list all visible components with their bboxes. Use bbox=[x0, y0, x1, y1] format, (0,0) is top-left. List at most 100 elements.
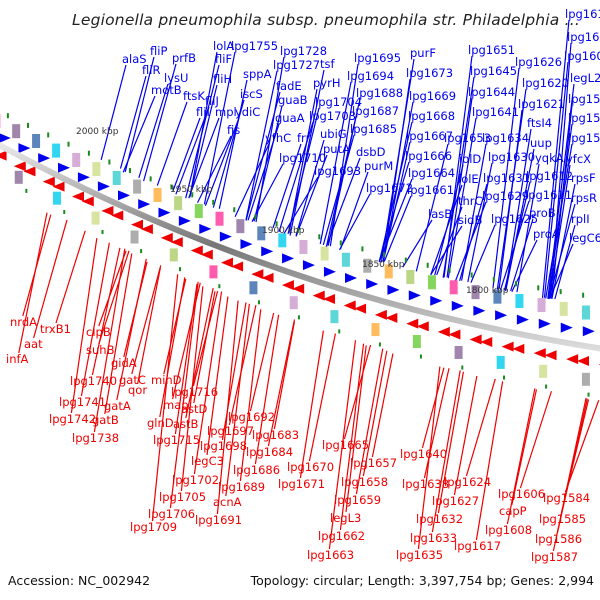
forward-gene-arrow bbox=[261, 246, 274, 257]
marker-dot bbox=[149, 176, 152, 182]
marker-dot bbox=[503, 375, 506, 380]
gene-label-reverse: lpg1670 bbox=[287, 460, 334, 474]
gene-label-forward: iscS bbox=[240, 87, 263, 101]
label-leader-line bbox=[91, 247, 121, 376]
marker-dot bbox=[212, 199, 215, 205]
reverse-gene-arrow bbox=[170, 237, 183, 248]
forward-gene-arrow bbox=[366, 279, 379, 290]
label-leader-line bbox=[204, 117, 240, 206]
label-leader-line bbox=[98, 250, 130, 345]
gene-label-reverse: trxB1 bbox=[40, 322, 71, 336]
gene-label-forward: purF bbox=[410, 46, 436, 60]
gene-label-forward: ydiC bbox=[235, 105, 260, 119]
cog-block bbox=[174, 196, 183, 211]
gene-label-forward: lpg1727 bbox=[273, 58, 320, 72]
gene-label-forward: iolE bbox=[458, 172, 479, 186]
cog-block bbox=[52, 191, 61, 205]
label-leader-line bbox=[436, 206, 463, 276]
marker-dot bbox=[25, 188, 28, 193]
label-leader-line bbox=[247, 123, 280, 221]
gene-label-reverse: gatA bbox=[104, 399, 131, 413]
reverse-gene-arrow bbox=[281, 280, 294, 291]
cog-block bbox=[581, 372, 590, 386]
gene-label-reverse: qor bbox=[128, 383, 147, 397]
label-leader-line bbox=[355, 348, 384, 495]
gene-label-forward: lpg1644 bbox=[468, 85, 515, 99]
gene-label-reverse: lpg1632 bbox=[416, 512, 463, 526]
label-leader-line bbox=[430, 225, 463, 276]
marker-dot bbox=[87, 150, 90, 156]
label-leader-line bbox=[185, 287, 214, 419]
gene-label-reverse: legL3 bbox=[330, 511, 361, 525]
reverse-gene-arrow bbox=[190, 245, 203, 256]
label-leader-line bbox=[253, 105, 283, 222]
forward-gene-arrow bbox=[560, 322, 573, 333]
gene-label-reverse: gatC bbox=[119, 373, 146, 387]
gene-label-forward: lpg1645 bbox=[470, 64, 517, 78]
reverse-label-lines bbox=[18, 212, 600, 552]
gene-label-forward: lpg1626 bbox=[515, 55, 562, 69]
gene-label-reverse: infA bbox=[6, 352, 29, 366]
scale-tick-label: 2000 kbp bbox=[76, 127, 119, 137]
label-leader-line bbox=[228, 305, 257, 426]
scale-tick-label: 1950 kbp bbox=[170, 185, 213, 195]
gene-label-reverse: lpg1638 bbox=[402, 477, 449, 491]
gene-label-reverse: lpg1663 bbox=[307, 548, 354, 562]
gene-label-forward: lpg1704 bbox=[315, 95, 362, 109]
feature-tracks bbox=[0, 113, 600, 397]
label-leader-line bbox=[283, 176, 319, 234]
label-leader-line bbox=[174, 283, 198, 435]
gene-label-forward: lasB bbox=[428, 207, 452, 221]
label-leader-line bbox=[325, 157, 361, 248]
label-leader-line bbox=[278, 121, 314, 233]
gene-label-reverse: lpg1624 bbox=[444, 475, 491, 489]
gene-label-reverse: lpg1665 bbox=[322, 438, 369, 452]
marker-dot bbox=[254, 214, 257, 220]
gene-label-reverse: lpg1705 bbox=[159, 490, 206, 504]
reverse-gene-arrow bbox=[354, 303, 367, 314]
reverse-gene-arrow bbox=[220, 257, 233, 268]
scale-tick-label: 1800 kbp bbox=[466, 286, 509, 296]
label-leader-line bbox=[216, 300, 239, 515]
gene-label-forward: lpg1685 bbox=[350, 122, 397, 136]
reverse-gene-arrow bbox=[160, 232, 173, 243]
label-leader-line bbox=[548, 164, 571, 299]
gene-label-forward: lpg1695 bbox=[354, 51, 401, 65]
label-leader-line bbox=[345, 345, 367, 513]
label-leader-line bbox=[289, 69, 325, 236]
reverse-gene-arrow bbox=[292, 283, 305, 294]
label-leader-line bbox=[492, 67, 520, 289]
label-leader-line bbox=[465, 378, 496, 477]
reverse-gene-arrow bbox=[416, 321, 429, 332]
gene-label-forward: lpg1703 bbox=[309, 109, 356, 123]
reverse-gene-arrow bbox=[200, 249, 213, 260]
label-leader-line bbox=[122, 95, 156, 173]
reverse-gene-arrow bbox=[111, 210, 124, 221]
gene-label-forward: fliF bbox=[215, 52, 232, 66]
label-leader-line bbox=[545, 143, 573, 299]
forward-gene-arrow bbox=[582, 326, 595, 337]
label-leader-line bbox=[131, 265, 162, 375]
forward-gene-arrow bbox=[495, 310, 508, 321]
label-leader-line bbox=[327, 116, 357, 246]
marker-dot bbox=[275, 221, 278, 227]
label-leader-line bbox=[308, 333, 336, 462]
gene-label-reverse: lpg1740 bbox=[70, 374, 117, 388]
gene-label-reverse: lpg1741 bbox=[59, 395, 106, 409]
reverse-gene-arrow bbox=[42, 176, 55, 187]
label-leader-line bbox=[455, 201, 487, 281]
gene-label-forward: yfcX bbox=[566, 152, 591, 166]
cog-block bbox=[289, 296, 298, 310]
reverse-gene-arrow bbox=[23, 166, 36, 177]
gene-label-forward: lpg1651 bbox=[468, 43, 515, 57]
gene-label-forward: rpsF bbox=[571, 171, 596, 185]
label-leader-line bbox=[541, 19, 570, 298]
scale-tick-label: 1850 kbp bbox=[362, 260, 405, 270]
label-leader-line bbox=[143, 63, 177, 182]
gene-label-reverse: lpg1586 bbox=[535, 532, 582, 546]
gene-label-reverse: lpg1633 bbox=[410, 531, 457, 545]
label-leader-line bbox=[295, 154, 328, 237]
forward-gene-arrow bbox=[430, 295, 443, 306]
